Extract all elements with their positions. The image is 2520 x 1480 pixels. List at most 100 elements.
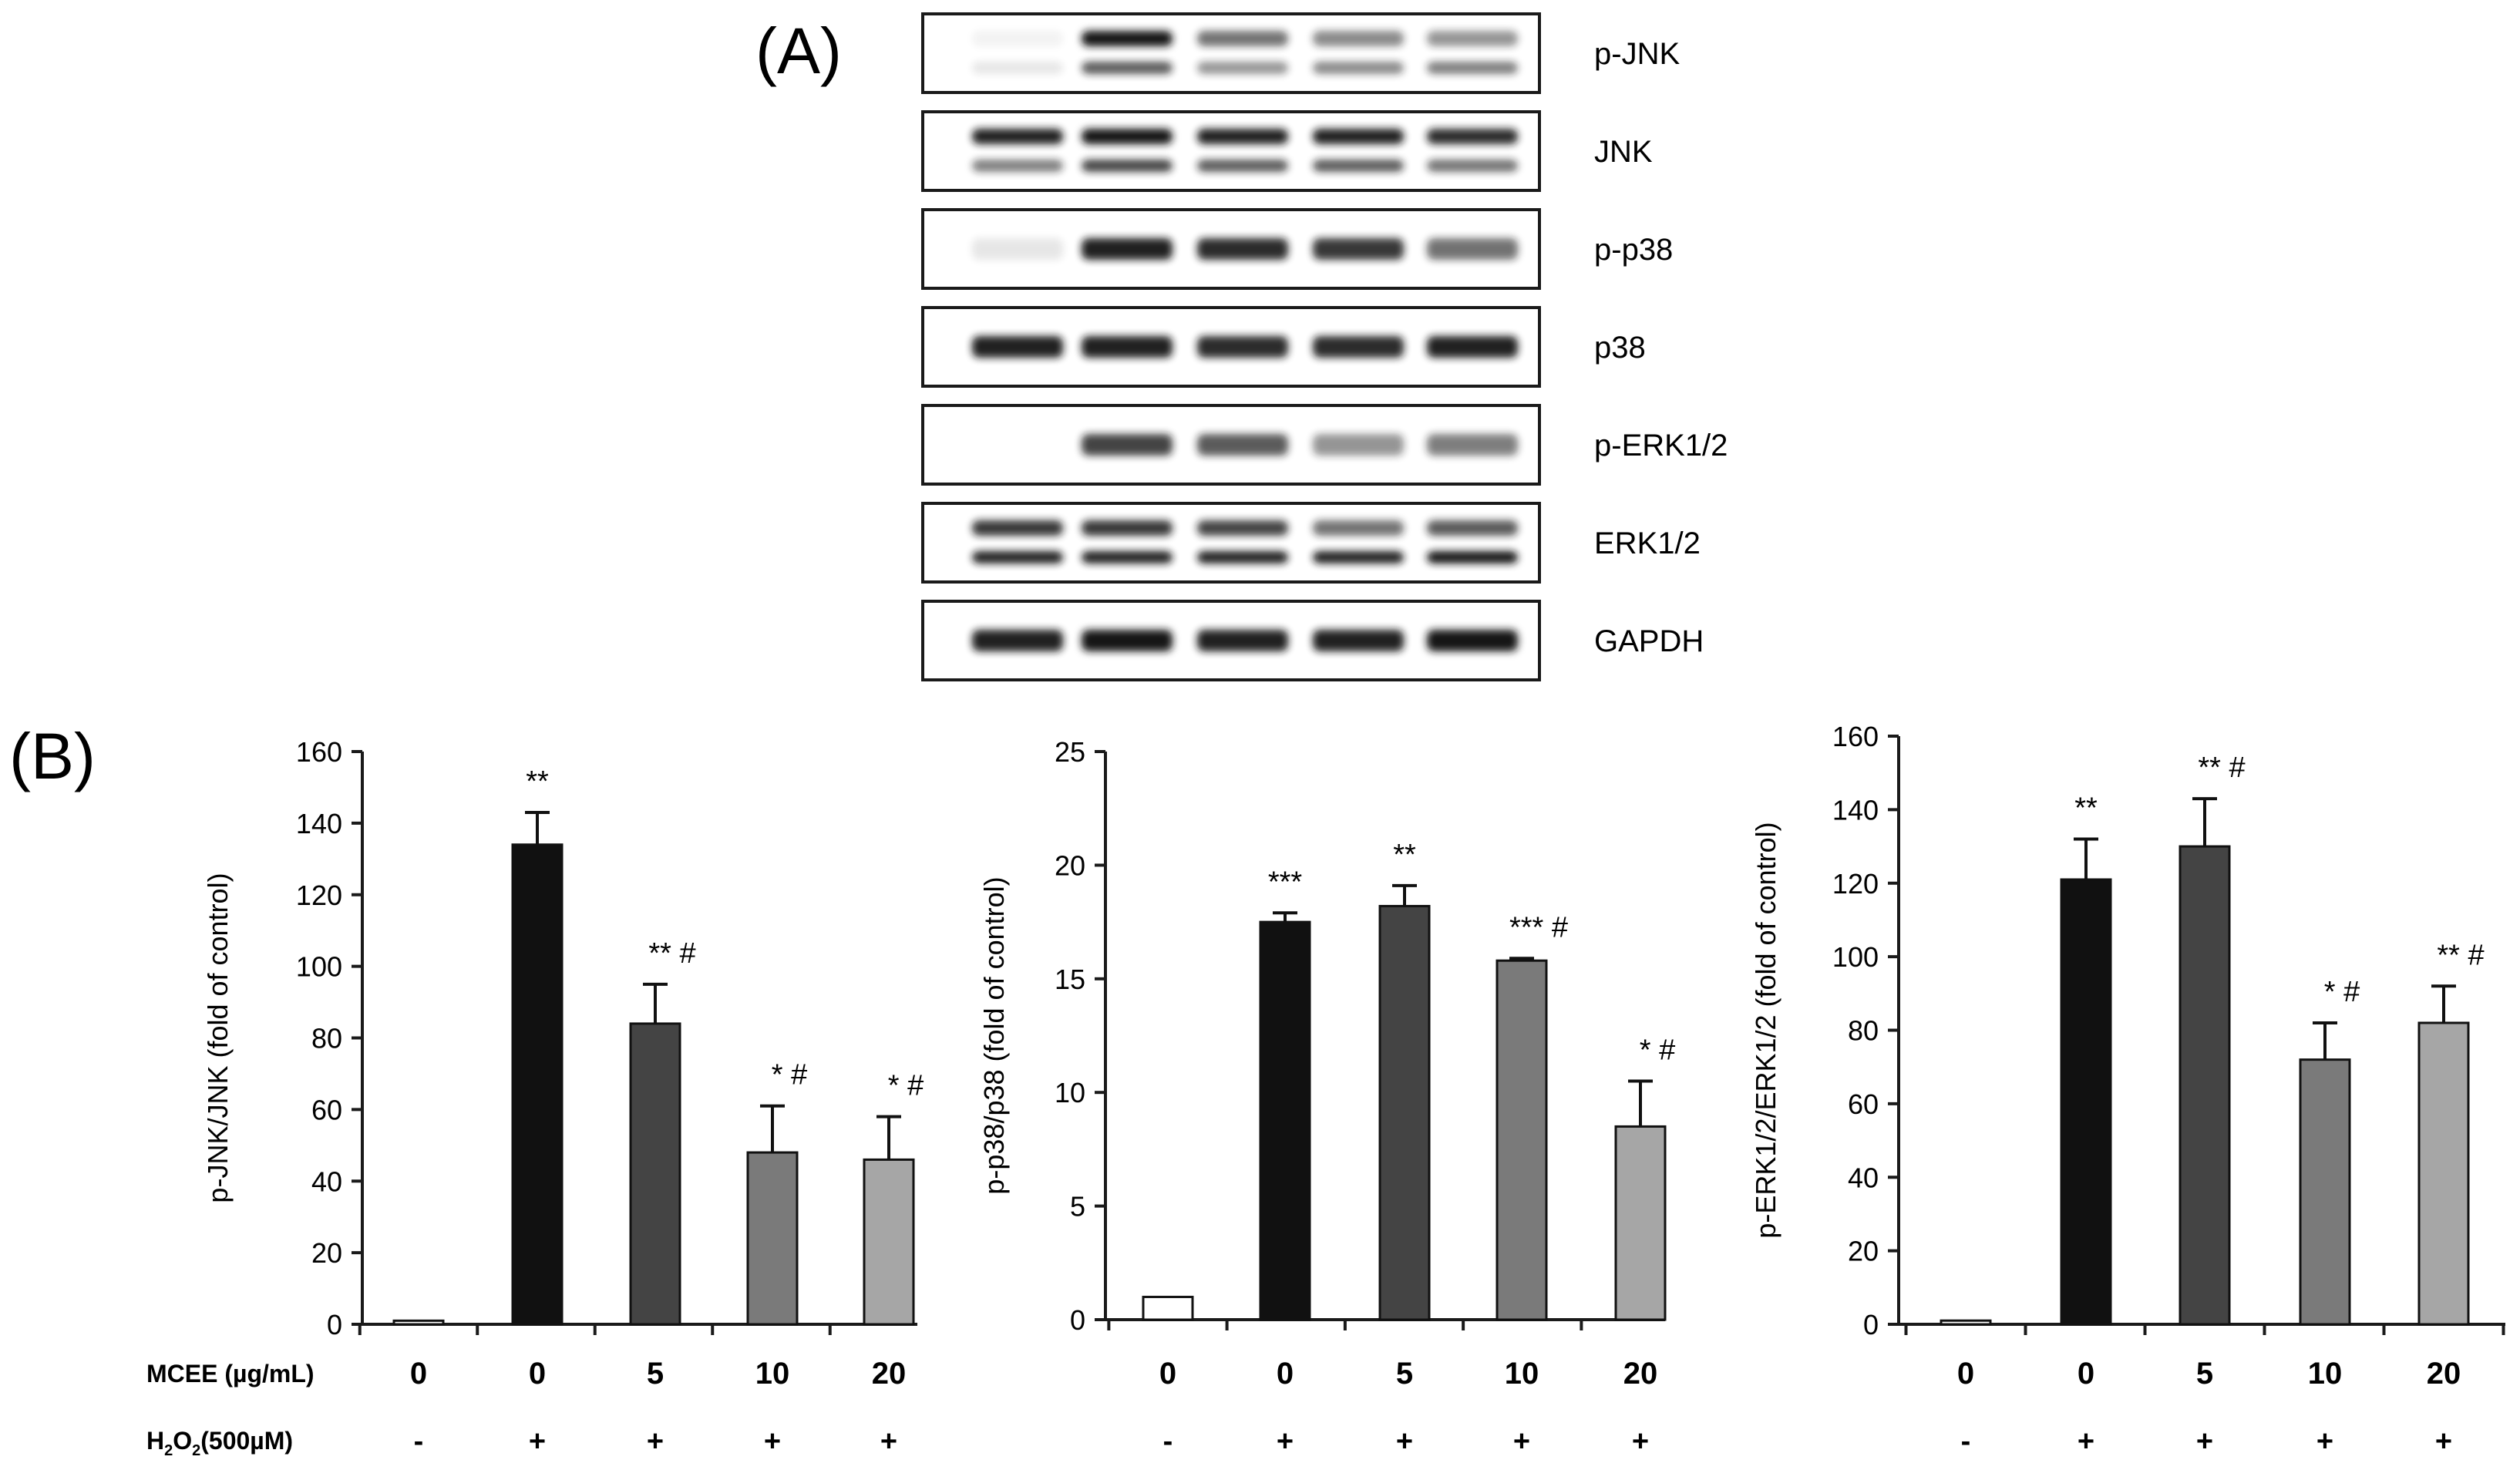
blot-band (1427, 31, 1518, 46)
y-tick-label: 40 (311, 1166, 342, 1197)
bar (2417, 1021, 2470, 1326)
y-tick-label: 25 (1055, 736, 1085, 768)
y-tick-label: 40 (1848, 1162, 1879, 1193)
blot-band (1427, 129, 1518, 144)
blot-p-p38: p-p38 (921, 208, 1673, 290)
blot-band (1313, 551, 1404, 563)
h2o2-label: + (1396, 1425, 1413, 1458)
significance-marker: *** (1268, 866, 1303, 898)
blot-erk1-2: ERK1/2 (921, 502, 1701, 584)
y-tick-label: 120 (296, 880, 342, 911)
x-tick-label: 5 (1396, 1357, 1413, 1391)
x-tick-label: 0 (410, 1357, 427, 1391)
y-tick-label: 0 (1863, 1309, 1879, 1340)
blot-band (1427, 336, 1518, 358)
y-tick-label: 80 (311, 1023, 342, 1054)
y-tick-label: 140 (1832, 794, 1879, 826)
h2o2-row-label: H2O2(500µM) (146, 1427, 293, 1459)
blot-p38: p38 (921, 306, 1646, 388)
significance-marker: ** # (2198, 752, 2245, 784)
h2o2-label: - (414, 1425, 424, 1458)
blot-band (1082, 520, 1173, 536)
blot-band (972, 520, 1063, 536)
h2o2-h: H (146, 1427, 164, 1455)
y-tick-label: 160 (296, 736, 342, 768)
blot-band (1082, 31, 1173, 46)
blot-label: p38 (1594, 331, 1646, 365)
h2o2-label: + (529, 1425, 546, 1458)
blot-label: GAPDH (1594, 624, 1704, 658)
mcee-row-label: MCEE (µg/mL) (146, 1360, 315, 1388)
blot-band (1197, 160, 1288, 172)
blot-band (1082, 160, 1173, 172)
y-tick-label: 20 (311, 1237, 342, 1269)
western-blot-panel: p-JNK JNK p-p38 p38 p-ERK1/2 ERK1/2 GAPDH (921, 12, 1728, 681)
x-tick-label: 0 (2078, 1357, 2094, 1391)
h2o2-label: + (647, 1425, 664, 1458)
blot-band (1427, 238, 1518, 260)
blot-band (1197, 520, 1288, 536)
h2o2-label: + (1513, 1425, 1530, 1458)
blot-band (1313, 434, 1404, 456)
h2o2-label: - (1163, 1425, 1173, 1458)
panel-b-label: (B) (9, 720, 96, 792)
blot-band (1313, 336, 1404, 358)
blot-band (1313, 238, 1404, 260)
h2o2-label: + (1632, 1425, 1649, 1458)
h2o2-o: O (173, 1427, 192, 1455)
h2o2-sub-2: 2 (192, 1442, 200, 1459)
bar (1496, 959, 1548, 1321)
bar (2299, 1058, 2351, 1326)
x-tick-label: 5 (2196, 1357, 2213, 1391)
x-tick-label: 0 (1277, 1357, 1294, 1391)
x-tick-label: 10 (755, 1357, 790, 1391)
significance-marker: ** # (2437, 939, 2484, 971)
x-tick-label: 10 (1505, 1357, 1539, 1391)
significance-marker: ** (2074, 792, 2098, 825)
blot-band (1197, 238, 1288, 260)
blot-band (1427, 62, 1518, 74)
blot-band (1427, 551, 1518, 563)
blot-band (972, 336, 1063, 358)
bar (2179, 845, 2231, 1326)
x-tick-label: 20 (1623, 1357, 1658, 1391)
y-axis-label: p-ERK1/2/ERK1/2 (fold of control) (1750, 822, 1781, 1238)
y-tick-label: 60 (1848, 1088, 1879, 1120)
blot-jnk: JNK (921, 110, 1653, 192)
y-tick-label: 20 (1848, 1236, 1879, 1267)
h2o2-sub-1: 2 (164, 1442, 173, 1459)
blot-label: p-ERK1/2 (1594, 429, 1728, 462)
blot-band (1197, 336, 1288, 358)
h2o2-label: + (2196, 1425, 2213, 1458)
blot-band (1197, 551, 1288, 563)
y-axis-label: p-JNK/JNK (fold of control) (202, 873, 234, 1202)
y-tick-label: 80 (1848, 1015, 1879, 1047)
blot-band (1082, 434, 1173, 456)
bar (1378, 904, 1431, 1321)
blot-band (972, 238, 1063, 260)
x-tick-label: 0 (1957, 1357, 1974, 1391)
y-tick-label: 10 (1055, 1077, 1085, 1108)
bar (1614, 1125, 1667, 1321)
blot-band (1313, 160, 1404, 172)
blot-p-erk1-2: p-ERK1/2 (921, 404, 1728, 486)
blot-band (1313, 520, 1404, 536)
blot-band (1313, 129, 1404, 144)
x-tick-label: 0 (529, 1357, 546, 1391)
blot-band (1197, 434, 1288, 456)
significance-marker: ** # (648, 937, 695, 970)
y-tick-label: 160 (1832, 721, 1879, 752)
x-tick-label: 10 (2308, 1357, 2343, 1391)
h2o2-label: + (2316, 1425, 2333, 1458)
blot-label: ERK1/2 (1594, 526, 1701, 560)
blot-band (1197, 31, 1288, 46)
blot-band (1082, 62, 1173, 74)
y-tick-label: 0 (327, 1309, 342, 1340)
blot-band (1082, 630, 1173, 651)
panel-a-label: (A) (755, 15, 842, 87)
y-tick-label: 60 (311, 1094, 342, 1125)
bar (511, 843, 564, 1326)
bar (392, 1319, 445, 1326)
